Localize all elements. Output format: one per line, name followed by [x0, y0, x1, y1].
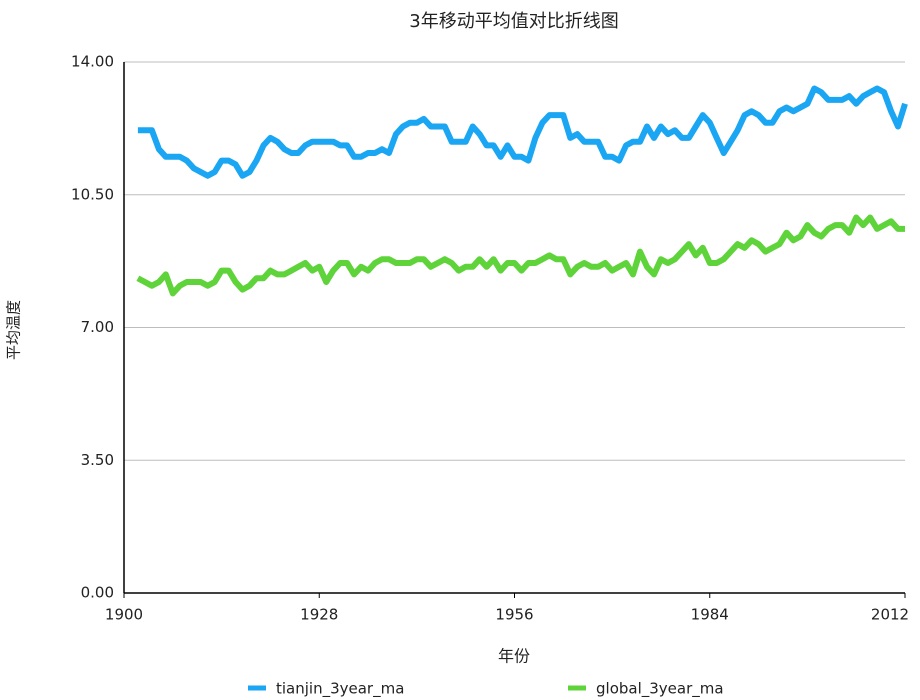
y-tick-label: 10.50: [71, 185, 114, 203]
y-tick-label: 7.00: [81, 318, 114, 336]
x-tick-label: 1956: [495, 606, 533, 624]
x-axis-label: 年份: [498, 647, 530, 666]
chart-title: 3年移动平均值对比折线图: [409, 11, 618, 32]
x-tick-label: 2012: [871, 606, 909, 624]
x-tick-label: 1984: [691, 606, 729, 624]
y-axis-label: 平均温度: [5, 300, 23, 360]
y-tick-label: 0.00: [81, 584, 114, 602]
legend-label: global_3year_ma: [596, 680, 724, 699]
x-tick-label: 1928: [300, 606, 338, 624]
legend-label: tianjin_3year_ma: [276, 680, 404, 699]
series-line: [136, 214, 905, 297]
x-tick-label: 1900: [105, 606, 143, 624]
y-tick-label: 3.50: [81, 451, 114, 469]
series-line: [137, 85, 908, 179]
y-tick-label: 14.00: [71, 53, 114, 71]
